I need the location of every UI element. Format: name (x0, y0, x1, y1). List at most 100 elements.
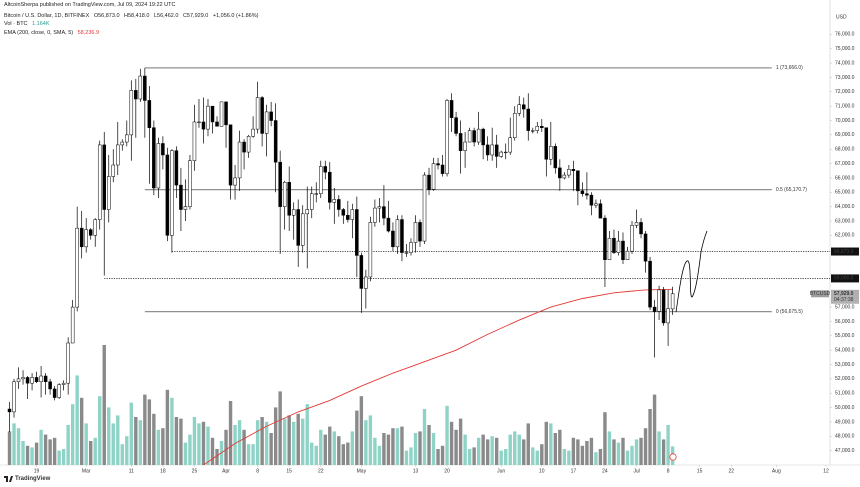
volume-bar (84, 423, 88, 465)
candle-body (382, 206, 386, 219)
ema-line: EMA (200, close, 0, SMA, 5) 58,236.9 (4, 29, 261, 38)
x-tick-label: 22 (728, 468, 734, 474)
candle-body (120, 141, 125, 146)
candle-body (666, 308, 670, 324)
x-tick-label: Jul (633, 468, 639, 474)
ohlc-open: O56,873.0 (93, 12, 120, 19)
candle-body (445, 100, 449, 174)
candle-body (625, 250, 630, 260)
candle-body (386, 217, 391, 232)
volume-bar (305, 404, 309, 465)
ohlc-change: +1,056.0 (+1.86%) (212, 12, 259, 19)
volume-bar (589, 437, 594, 465)
candle-body (12, 381, 16, 413)
candle-body (567, 169, 571, 176)
x-tick-label: 10 (539, 468, 545, 474)
candle-body (652, 306, 657, 312)
volume-bar (517, 434, 521, 465)
candle-body (52, 388, 57, 398)
y-tick-label: 53,000.0 (835, 362, 855, 368)
volume-bar (481, 434, 485, 465)
publisher-line: AltcoinSherpa published on TradingView.c… (4, 1, 261, 10)
volume-bar (544, 421, 549, 465)
volume-bar (463, 434, 467, 465)
candle-body (391, 230, 395, 248)
volume-bar (251, 444, 255, 465)
candle-body (476, 128, 481, 143)
volume-bar (391, 428, 395, 465)
candle-body (490, 144, 494, 156)
candle-body (634, 222, 639, 226)
volume-bar (79, 397, 84, 465)
volume-bar (197, 423, 201, 465)
volume-bar (571, 437, 576, 465)
x-tick-label: May (357, 468, 367, 474)
candle-body (337, 199, 341, 210)
y-tick-label: 51,000.0 (835, 391, 855, 397)
volume-bar (382, 433, 386, 465)
volume-bar (337, 436, 341, 465)
last-price-symbol-bg (811, 290, 829, 298)
candle-body (134, 90, 138, 100)
candle-body (201, 121, 206, 130)
volume-bar (323, 434, 327, 465)
x-tick-label: 25 (192, 468, 198, 474)
volume-bar (494, 437, 499, 465)
volume-bar (192, 417, 197, 465)
candle-body (364, 276, 368, 289)
volume-bar (102, 345, 106, 465)
y-tick-label: 75,000.0 (835, 46, 855, 52)
volume-bar (120, 444, 124, 465)
volume-bar (485, 439, 490, 465)
axes: USD 76,000.0 75,000.0 74,000.0 73,000.0 72,0… (34, 14, 859, 474)
candle-body (111, 164, 116, 177)
candle-body (174, 150, 179, 186)
candle-body (147, 100, 152, 128)
volume-bar (350, 431, 355, 465)
x-tick-label: 11 (129, 468, 134, 474)
candle-body (531, 130, 535, 132)
candle-body (156, 143, 161, 189)
candle-body (400, 219, 404, 253)
volume-bar (472, 447, 476, 465)
projection-drawing (675, 230, 708, 313)
candle-body (66, 342, 70, 384)
candle-body (472, 130, 476, 143)
x-tick-label: Apr (222, 468, 230, 474)
volume-bar (504, 449, 508, 465)
volume-bar (246, 444, 251, 465)
volume-bar (616, 442, 621, 465)
candle-body (643, 233, 648, 262)
y-tick-label: 49,000.0 (835, 419, 855, 425)
candle-body (540, 126, 544, 128)
volume-bar (12, 423, 16, 465)
candle-body (116, 144, 120, 166)
volume-bar (170, 397, 174, 465)
symbol-title: Bitcoin / U.S. Dollar, 1D, BITFINEX (4, 12, 90, 19)
candle-body (522, 104, 526, 110)
volume-bar (89, 441, 93, 465)
x-tick-label: 20 (444, 468, 450, 474)
volume-bar (332, 431, 336, 465)
volume-bar (34, 442, 39, 465)
x-tick-label: 13 (413, 468, 419, 474)
volume-bar (206, 426, 210, 465)
volume-bar (314, 445, 318, 465)
candle-body (16, 378, 21, 383)
candle-body (373, 207, 377, 223)
volume-bar (549, 423, 553, 465)
candle-body (25, 377, 30, 384)
ema-name: EMA (200, close, 0, SMA, 5) (4, 29, 74, 36)
ema-value: 58,236.9 (77, 29, 100, 36)
y-tick-label: 64,000.0 (835, 204, 855, 210)
candle-body (355, 209, 359, 256)
candle-body (129, 90, 134, 136)
candle-body (287, 181, 291, 216)
volume-bar (413, 433, 418, 465)
header: AltcoinSherpa published on TradingView.c… (4, 1, 261, 37)
y-tick-label: 63,000.0 (835, 218, 855, 224)
candle-body (97, 144, 102, 220)
volume-bar (576, 439, 580, 465)
